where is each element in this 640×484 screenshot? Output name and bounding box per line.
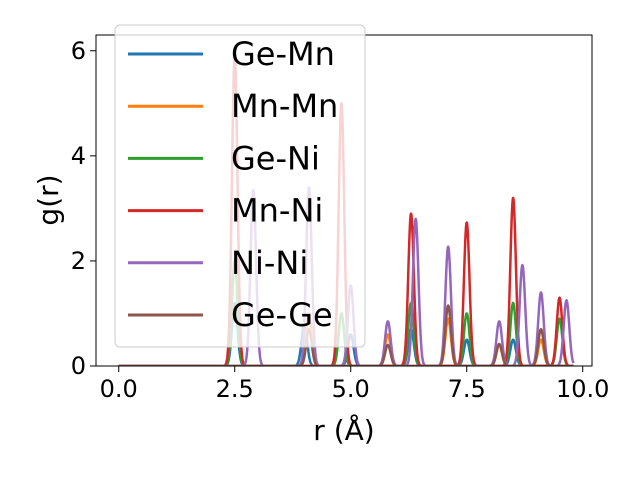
x-tick-label: 5.0 [332,375,370,403]
x-tick-label: 2.5 [216,375,254,403]
series-line-ge-ge [117,304,575,366]
x-tick-label: 0.0 [100,375,138,403]
x-axis-ticks: 0.0 2.5 5.0 7.5 10.0 [100,366,609,403]
y-axis-label: g(r) [32,174,65,225]
y-tick-label: 4 [71,142,86,170]
legend-label-ni-ni: Ni-Ni [231,244,308,282]
legend-label-ge-ni: Ge-Ni [231,139,320,177]
x-axis-label: r (Å) [313,413,374,447]
y-tick-label: 0 [71,352,86,380]
y-tick-label: 2 [71,247,86,275]
legend-label-mn-mn: Mn-Mn [231,87,338,125]
y-axis-ticks: 0 2 4 6 [71,37,96,380]
legend-label-mn-ni: Mn-Ni [231,192,323,230]
legend-label-ge-mn: Ge-Mn [231,35,335,73]
x-tick-label: 7.5 [448,375,486,403]
legend-label-ge-ge: Ge-Ge [231,296,333,334]
x-tick-label: 10.0 [556,375,609,403]
y-tick-label: 6 [71,37,86,65]
legend: Ge-Mn Mn-Mn Ge-Ni Mn-Ni Ni-Ni Ge-Ge [114,24,366,348]
